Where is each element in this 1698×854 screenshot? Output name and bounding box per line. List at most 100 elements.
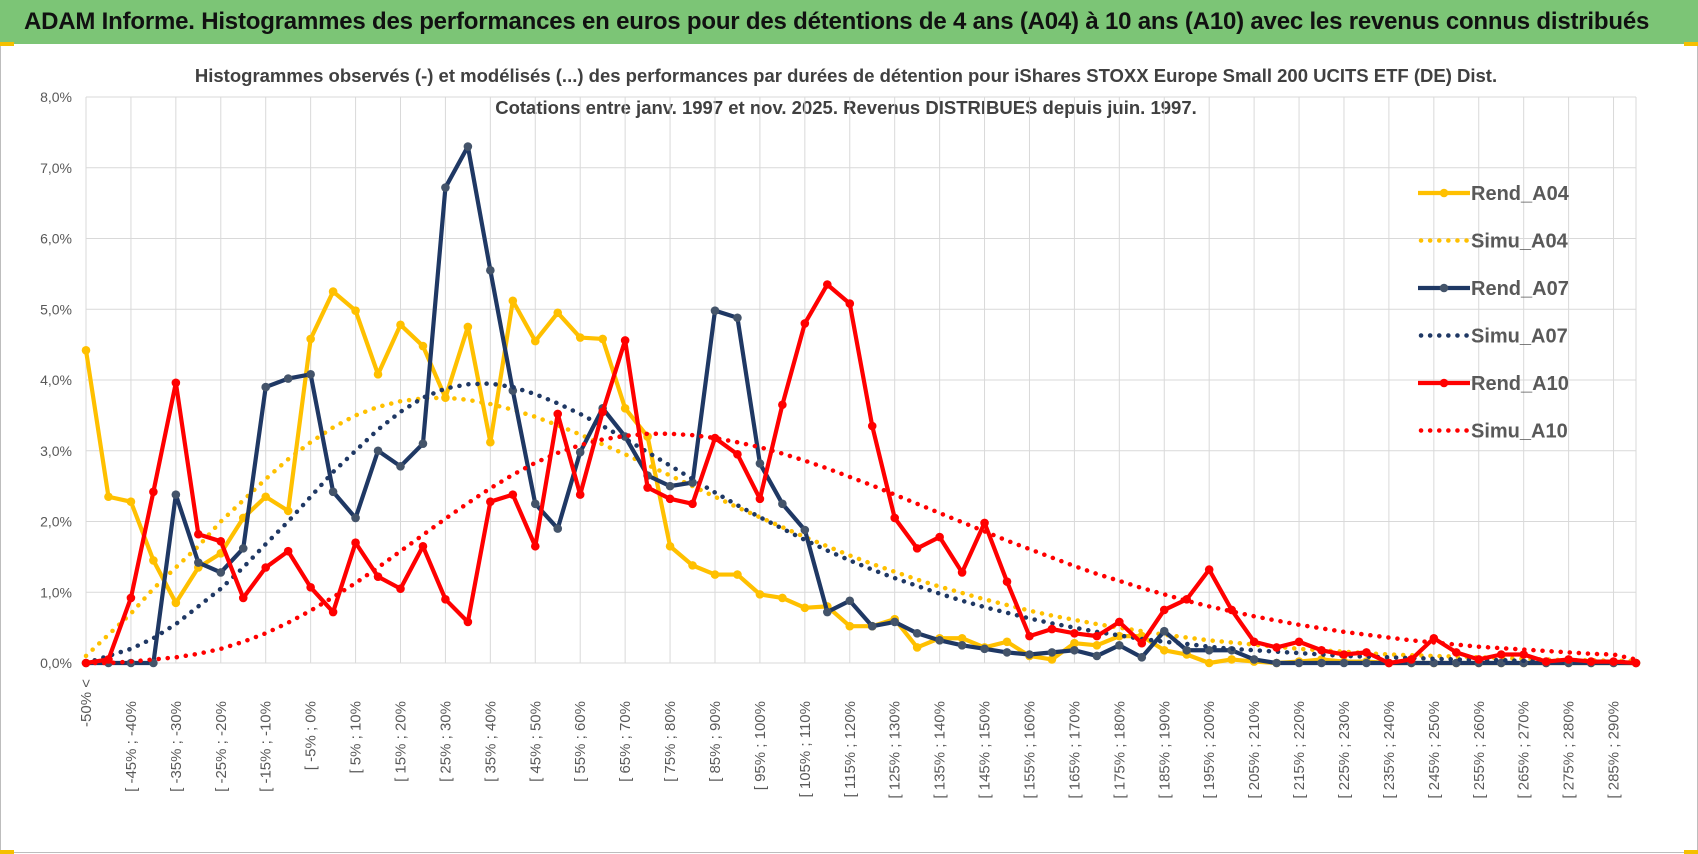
data-point-rend-a10	[216, 537, 226, 546]
x-tick-label: [ 95% ; 100%	[752, 701, 769, 790]
data-point-rend-a10	[1070, 628, 1079, 638]
x-tick-label: [ -25% ; -20%	[213, 701, 230, 792]
data-point-rend-a10	[935, 532, 944, 542]
data-point-rend-a07	[1294, 658, 1304, 668]
data-point-rend-a04	[104, 492, 113, 502]
data-point-rend-a10	[867, 421, 877, 431]
corner-mark	[0, 850, 14, 854]
data-point-rend-a04	[1204, 658, 1214, 668]
x-tick-label: [ 35% ; 40%	[482, 701, 499, 782]
x-tick-label: [ 105% ; 110%	[797, 701, 814, 797]
y-tick-label: 7,0%	[40, 160, 72, 176]
data-point-rend-a10	[261, 563, 271, 572]
data-point-rend-a04	[1002, 637, 1012, 647]
data-point-rend-a10	[1474, 655, 1484, 664]
x-tick-label: [ 65% ; 70%	[617, 701, 634, 782]
data-point-rend-a10	[1586, 657, 1596, 666]
data-point-rend-a10	[149, 487, 158, 497]
x-tick-label: [ 75% ; 80%	[662, 701, 679, 782]
data-point-rend-a07	[1025, 650, 1034, 659]
x-tick-label: [ 285% ; 290%	[1606, 701, 1623, 799]
banner-title: ADAM Informe. Histogrammes des performan…	[24, 8, 1650, 35]
histogram-chart: Histogrammes observés (-) et modélisés (…	[40, 65, 1641, 799]
data-point-rend-a04	[957, 633, 967, 643]
data-point-rend-a07	[396, 462, 405, 471]
legend-label-rend-a07: Rend_A07	[1471, 278, 1569, 300]
chart-subtitle: Cotations entre janv. 1997 et nov. 2025.…	[495, 97, 1197, 118]
corner-mark	[1684, 42, 1698, 46]
data-point-rend-a10	[1541, 657, 1551, 666]
data-point-rend-a04	[1092, 641, 1102, 650]
data-point-rend-a10	[665, 494, 675, 504]
x-tick-label: [ 195% ; 200%	[1201, 701, 1218, 799]
data-point-rend-a07	[530, 499, 540, 509]
banner: ADAM Informe. Histogrammes des performan…	[0, 0, 1698, 44]
data-point-rend-a07	[912, 628, 922, 638]
data-point-rend-a07	[800, 525, 810, 535]
y-tick-label: 5,0%	[40, 301, 72, 317]
data-point-rend-a04	[171, 598, 181, 608]
data-point-rend-a10	[1137, 638, 1147, 648]
data-point-rend-a07	[710, 306, 720, 315]
x-tick-label: [ -45% ; -40%	[123, 701, 140, 792]
data-point-rend-a10	[1002, 577, 1012, 586]
data-point-rend-a04	[283, 506, 293, 516]
data-point-rend-a04	[149, 556, 158, 565]
data-point-rend-a10	[104, 655, 113, 664]
data-point-rend-a07	[890, 617, 899, 627]
y-tick-label: 6,0%	[40, 231, 72, 247]
data-point-rend-a04	[800, 603, 810, 613]
x-tick-label: [ 215% ; 220%	[1291, 701, 1308, 799]
data-point-rend-a10	[823, 280, 832, 289]
legend-label-simu-a04: Simu_A04	[1471, 231, 1569, 253]
x-tick-label: [ 135% ; 140%	[932, 701, 949, 799]
data-point-rend-a04	[1159, 645, 1169, 655]
x-tick-label: [ 235% ; 240%	[1381, 701, 1398, 799]
data-point-rend-a10	[171, 378, 181, 388]
corner-mark	[0, 42, 14, 46]
data-point-rend-a10	[980, 518, 989, 528]
data-point-rend-a07	[733, 313, 742, 323]
data-point-rend-a10	[800, 319, 810, 328]
data-point-rend-a07	[1047, 648, 1057, 657]
data-point-rend-a10	[373, 572, 383, 581]
data-point-rend-a10	[1092, 631, 1102, 641]
data-point-rend-a10	[620, 336, 630, 345]
legend-label-simu-a07: Simu_A07	[1471, 326, 1568, 348]
data-point-rend-a07	[486, 266, 495, 275]
data-point-rend-a10	[912, 544, 922, 553]
legend-label-rend-a04: Rend_A04	[1471, 183, 1570, 205]
x-tick-label: [ 25% ; 30%	[437, 701, 454, 782]
x-tick-label: [ 55% ; 60%	[572, 701, 589, 782]
data-point-rend-a07	[1317, 658, 1326, 668]
data-point-rend-a10	[486, 497, 495, 506]
data-point-rend-a07	[1092, 651, 1102, 661]
data-point-rend-a07	[194, 558, 203, 567]
data-point-rend-a04	[1047, 655, 1057, 664]
data-point-rend-a07	[373, 446, 383, 456]
data-point-rend-a07	[328, 487, 338, 497]
data-point-rend-a07	[1070, 645, 1079, 655]
data-point-rend-a10	[1451, 648, 1461, 657]
data-point-rend-a10	[418, 541, 428, 551]
data-point-rend-a04	[733, 570, 742, 579]
x-tick-label: [ 45% ; 50%	[527, 701, 544, 782]
x-tick-label: [ -5% ; 0%	[303, 701, 320, 770]
data-point-rend-a07	[1002, 648, 1012, 657]
data-point-rend-a10	[688, 499, 697, 509]
data-point-rend-a10	[1429, 633, 1439, 643]
data-point-rend-a07	[665, 481, 675, 491]
data-point-rend-a04	[396, 320, 405, 330]
data-point-rend-a10	[1339, 650, 1349, 659]
data-point-rend-a04	[575, 333, 585, 342]
data-point-rend-a07	[1159, 626, 1169, 636]
y-tick-label: 4,0%	[40, 372, 72, 388]
data-point-rend-a10	[1609, 657, 1618, 666]
data-point-rend-a04	[553, 308, 563, 318]
data-point-rend-a10	[283, 546, 293, 556]
data-point-rend-a10	[530, 541, 540, 551]
data-point-rend-a07	[1249, 655, 1259, 664]
data-point-rend-a04	[778, 593, 787, 603]
series-line-rend-a10	[85, 282, 1637, 666]
y-tick-label: 3,0%	[40, 443, 72, 459]
